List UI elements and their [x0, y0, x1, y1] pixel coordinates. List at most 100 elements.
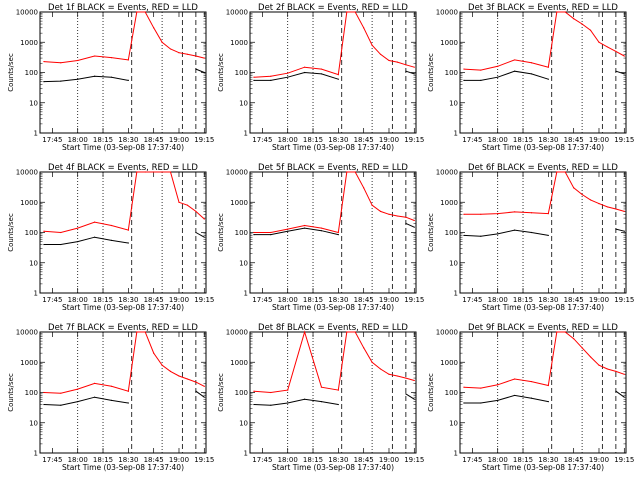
y-tick-label: 100 — [235, 389, 248, 397]
data-point-lld — [346, 11, 348, 13]
panel-title: Det 3f BLACK = Events, RED = LLD — [468, 3, 618, 13]
data-point-lld — [93, 55, 96, 57]
x-tick-label: 18:30 — [118, 136, 138, 144]
x-axis-label: Start Time (03-Sep-08 17:37:40) — [482, 303, 604, 312]
x-tick-label: 18:15 — [513, 136, 533, 144]
data-point-events — [110, 76, 113, 78]
x-tick-label: 18:45 — [144, 456, 164, 464]
panel-3: Det 3f BLACK = Events, RED = LLD 1 10 100 10… — [427, 3, 634, 152]
y-tick-label: 1 — [244, 290, 248, 298]
data-point-lld — [463, 213, 465, 215]
plot-frame — [459, 331, 627, 454]
plot-frame — [249, 331, 417, 454]
x-tick-label: 18:30 — [538, 296, 558, 304]
data-point-lld — [497, 213, 499, 215]
y-tick-label: 10000 — [16, 169, 38, 177]
series-line-events — [463, 228, 625, 237]
y-axis-label: Counts/sec — [7, 213, 15, 252]
x-tick-label: 17:45 — [42, 136, 62, 144]
y-tick-label: 1000 — [20, 359, 38, 367]
data-point-lld — [363, 27, 365, 29]
x-tick-label: 18:15 — [93, 296, 113, 304]
x-tick-label: 19:15 — [194, 456, 214, 464]
y-tick-label: 100 — [445, 389, 458, 397]
y-tick-label: 10 — [29, 419, 38, 427]
data-point-events — [253, 79, 255, 81]
data-point-events — [320, 73, 323, 75]
series-line-lld — [43, 11, 205, 64]
data-point-events — [530, 231, 533, 234]
data-point-lld — [581, 193, 583, 196]
data-point-events — [530, 397, 533, 399]
x-tick-label: 17:45 — [252, 296, 272, 304]
y-tick-label: 100 — [445, 69, 458, 77]
x-tick-label: 19:00 — [589, 456, 609, 464]
x-tick-label: 19:00 — [379, 136, 399, 144]
data-point-lld — [480, 387, 482, 389]
y-tick-label: 10000 — [436, 329, 458, 337]
y-tick-label: 1 — [244, 450, 248, 458]
data-point-lld — [530, 212, 533, 214]
data-point-lld — [178, 201, 180, 203]
data-point-lld — [413, 219, 415, 222]
data-point-lld — [203, 385, 205, 387]
x-tick-label: 18:30 — [538, 456, 558, 464]
data-point-lld — [371, 204, 373, 206]
panel-title: Det 1f BLACK = Events, RED = LLD — [48, 3, 198, 13]
y-tick-label: 10000 — [226, 9, 248, 17]
data-point-lld — [60, 392, 62, 394]
data-point-events — [77, 401, 79, 403]
data-point-events — [93, 236, 96, 238]
data-point-lld — [161, 41, 163, 43]
y-tick-label: 10000 — [436, 9, 458, 17]
data-point-lld — [388, 59, 390, 62]
data-point-events — [195, 231, 197, 234]
x-tick-label: 19:00 — [379, 296, 399, 304]
data-point-lld — [195, 381, 197, 383]
data-point-lld — [195, 55, 197, 57]
x-tick-label: 19:15 — [404, 456, 424, 464]
data-point-lld — [303, 224, 306, 227]
series-line-lld — [463, 331, 625, 389]
y-tick-label: 1000 — [20, 39, 38, 47]
panel-title: Det 9f BLACK = Events, RED = LLD — [468, 323, 618, 333]
data-point-events — [303, 398, 306, 400]
y-tick-label: 1000 — [440, 39, 458, 47]
data-point-events — [615, 228, 617, 230]
data-point-events — [480, 235, 482, 237]
data-point-lld — [303, 66, 306, 68]
data-point-lld — [110, 224, 113, 227]
data-point-lld — [589, 199, 592, 201]
data-point-lld — [186, 53, 189, 55]
y-tick-label: 100 — [25, 229, 38, 237]
plot-frame — [39, 171, 207, 294]
data-point-lld — [110, 57, 113, 59]
data-point-lld — [77, 388, 79, 390]
data-point-lld — [270, 231, 272, 234]
x-tick-label: 18:30 — [118, 296, 138, 304]
x-tick-label: 18:45 — [354, 136, 374, 144]
data-point-lld — [186, 204, 189, 206]
series-line-lld — [253, 171, 415, 234]
data-point-lld — [363, 187, 365, 189]
y-tick-label: 10000 — [226, 169, 248, 177]
data-point-lld — [43, 60, 45, 63]
data-point-lld — [530, 380, 533, 383]
data-point-lld — [573, 187, 575, 189]
y-axis-label: Counts/sec — [217, 373, 225, 412]
data-point-lld — [43, 391, 45, 394]
data-point-events — [337, 403, 339, 406]
data-point-events — [60, 243, 62, 246]
y-tick-label: 1000 — [20, 199, 38, 207]
y-tick-label: 1 — [34, 450, 38, 458]
data-point-lld — [161, 364, 163, 366]
y-tick-label: 1000 — [230, 39, 248, 47]
data-point-events — [127, 242, 129, 244]
x-tick-label: 18:45 — [564, 136, 584, 144]
data-point-events — [303, 227, 306, 229]
x-tick-label: 18:00 — [278, 136, 298, 144]
data-point-lld — [396, 61, 399, 63]
data-point-lld — [598, 364, 600, 366]
data-point-lld — [144, 171, 146, 173]
y-tick-label: 10000 — [16, 329, 38, 337]
